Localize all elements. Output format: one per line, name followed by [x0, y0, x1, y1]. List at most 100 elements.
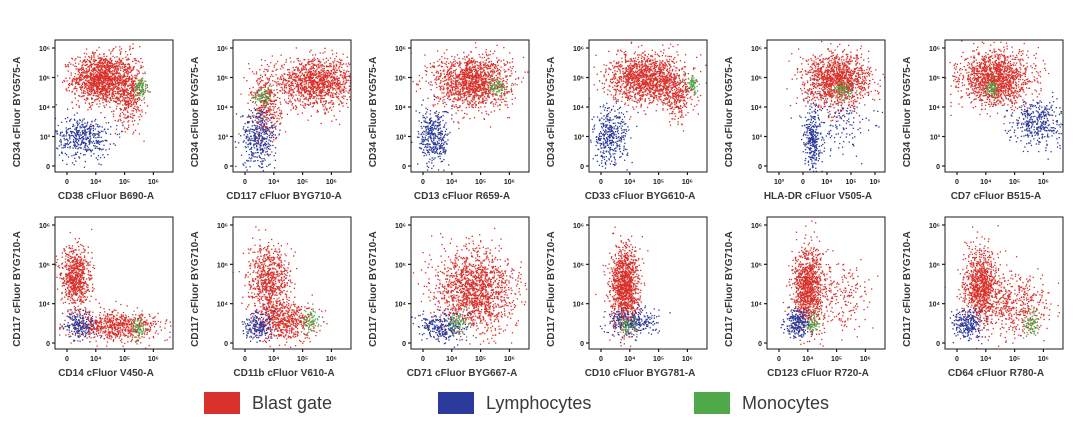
data-point — [257, 90, 259, 92]
data-point — [96, 49, 98, 51]
data-point — [72, 135, 75, 137]
data-point — [267, 70, 269, 73]
data-point — [468, 93, 470, 95]
data-point — [71, 131, 73, 133]
data-point — [257, 94, 259, 96]
data-point — [319, 73, 321, 75]
data-point — [122, 84, 124, 86]
data-point — [311, 80, 313, 82]
data-point — [253, 132, 255, 134]
data-point — [122, 90, 124, 92]
data-point — [246, 130, 249, 132]
data-point — [275, 63, 277, 65]
data-point — [121, 63, 123, 65]
data-point — [97, 94, 100, 96]
data-point — [252, 153, 255, 155]
data-point — [123, 85, 125, 87]
data-point — [105, 75, 108, 77]
data-point — [329, 73, 331, 75]
data-point — [248, 143, 250, 145]
data-point — [124, 85, 126, 87]
data-point — [349, 80, 351, 82]
data-point — [94, 52, 96, 54]
x-tick-label: 10⁴ — [268, 179, 280, 186]
data-point — [120, 89, 122, 92]
data-point — [332, 88, 334, 90]
scatter-points — [411, 42, 529, 171]
data-point — [262, 80, 264, 82]
data-point — [104, 66, 106, 68]
data-point — [78, 106, 80, 108]
data-point — [86, 63, 88, 65]
data-point — [279, 90, 281, 92]
data-point — [86, 125, 88, 127]
data-point — [484, 96, 486, 98]
data-point — [301, 80, 304, 82]
data-point — [344, 95, 346, 97]
data-point — [262, 109, 264, 111]
data-point — [280, 112, 282, 114]
data-point — [475, 46, 477, 49]
data-point — [86, 82, 88, 84]
data-point — [322, 58, 325, 61]
data-point — [324, 106, 326, 108]
data-point — [90, 81, 92, 84]
y-axis-label: CD34 cFluor BYG575-A — [12, 57, 23, 168]
data-point — [339, 62, 341, 64]
data-point — [108, 75, 110, 77]
data-point — [84, 59, 86, 61]
data-point — [332, 94, 334, 96]
data-point — [76, 79, 78, 81]
data-point — [491, 65, 494, 67]
data-point — [507, 106, 509, 109]
data-point — [123, 121, 125, 123]
data-point — [89, 142, 91, 145]
data-point — [97, 57, 100, 59]
data-point — [437, 50, 439, 52]
data-point — [271, 55, 273, 57]
data-point — [334, 83, 336, 85]
data-point — [66, 65, 68, 67]
data-point — [83, 142, 85, 144]
data-point — [100, 97, 102, 99]
data-point — [324, 74, 326, 76]
data-point — [354, 79, 355, 80]
data-point — [95, 85, 97, 87]
data-point — [83, 70, 85, 72]
data-point — [127, 63, 129, 65]
data-point — [424, 54, 426, 56]
data-point — [312, 54, 314, 56]
data-point — [249, 99, 252, 102]
data-point — [82, 72, 84, 74]
data-point — [122, 79, 124, 81]
data-point — [79, 68, 81, 70]
data-point — [254, 102, 256, 104]
data-point — [465, 74, 468, 76]
data-point — [95, 69, 97, 71]
data-point — [260, 97, 262, 99]
data-point — [84, 126, 86, 128]
data-point — [275, 99, 277, 101]
data-point — [98, 83, 101, 85]
data-point — [268, 77, 270, 80]
data-point — [109, 78, 111, 80]
data-point — [251, 115, 254, 117]
data-point — [275, 128, 277, 130]
data-point — [128, 96, 130, 99]
data-point — [358, 81, 359, 82]
data-point — [265, 97, 267, 99]
data-point — [78, 75, 81, 77]
data-point — [100, 72, 102, 74]
data-point — [260, 148, 262, 150]
data-point — [82, 78, 84, 80]
data-point — [83, 98, 86, 100]
data-point — [256, 117, 258, 119]
data-point — [120, 79, 122, 81]
data-point — [91, 102, 93, 104]
data-point — [133, 101, 135, 103]
data-point — [318, 84, 320, 86]
data-point — [498, 69, 500, 71]
data-point — [265, 131, 267, 133]
data-point — [269, 163, 271, 165]
data-point — [282, 82, 284, 84]
